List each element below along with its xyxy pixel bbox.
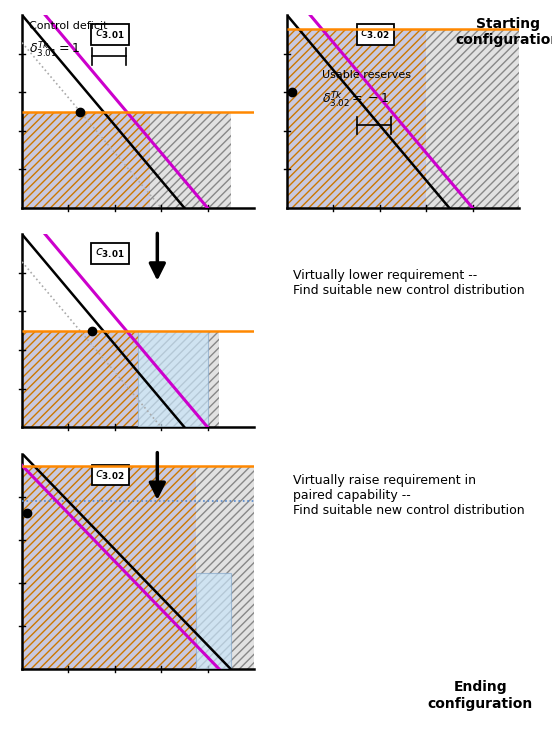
Bar — [426, 29, 519, 208]
Text: $\delta_{3.01}^{Tk} = 1$: $\delta_{3.01}^{Tk} = 1$ — [29, 40, 81, 59]
Text: Virtually lower requirement --
Find suitable new control distribution: Virtually lower requirement -- Find suit… — [293, 269, 524, 298]
Bar — [22, 331, 138, 427]
Bar — [138, 331, 219, 427]
Bar — [22, 466, 196, 669]
Text: Starting
configuration: Starting configuration — [455, 17, 552, 47]
Bar — [196, 466, 254, 669]
Text: $c_{\mathbf{3.02}}$: $c_{\mathbf{3.02}}$ — [360, 28, 390, 41]
Text: $c_{\mathbf{3.01}}$: $c_{\mathbf{3.01}}$ — [95, 247, 125, 260]
Bar — [196, 573, 231, 669]
Text: $c_{\mathbf{3.01}}$: $c_{\mathbf{3.01}}$ — [95, 28, 125, 41]
Bar — [150, 112, 231, 208]
Text: Control deficit: Control deficit — [29, 20, 108, 31]
Text: $c_{\mathbf{3.02}}$: $c_{\mathbf{3.02}}$ — [95, 469, 125, 482]
Text: $\delta_{3.02}^{Tk} = -1$: $\delta_{3.02}^{Tk} = -1$ — [322, 89, 389, 109]
Bar — [138, 331, 219, 427]
Text: Ending
configuration: Ending configuration — [428, 680, 533, 711]
Bar — [196, 466, 254, 669]
Bar — [138, 331, 208, 427]
Bar — [287, 29, 426, 208]
Bar — [287, 29, 426, 208]
Bar — [426, 29, 519, 208]
Bar — [22, 466, 196, 669]
Bar — [150, 112, 231, 208]
Text: Usable reserves: Usable reserves — [322, 70, 411, 80]
Text: Virtually raise requirement in
paired capability --
Find suitable new control di: Virtually raise requirement in paired ca… — [293, 474, 524, 516]
Bar — [22, 331, 138, 427]
Bar — [22, 112, 150, 208]
Bar — [22, 112, 150, 208]
